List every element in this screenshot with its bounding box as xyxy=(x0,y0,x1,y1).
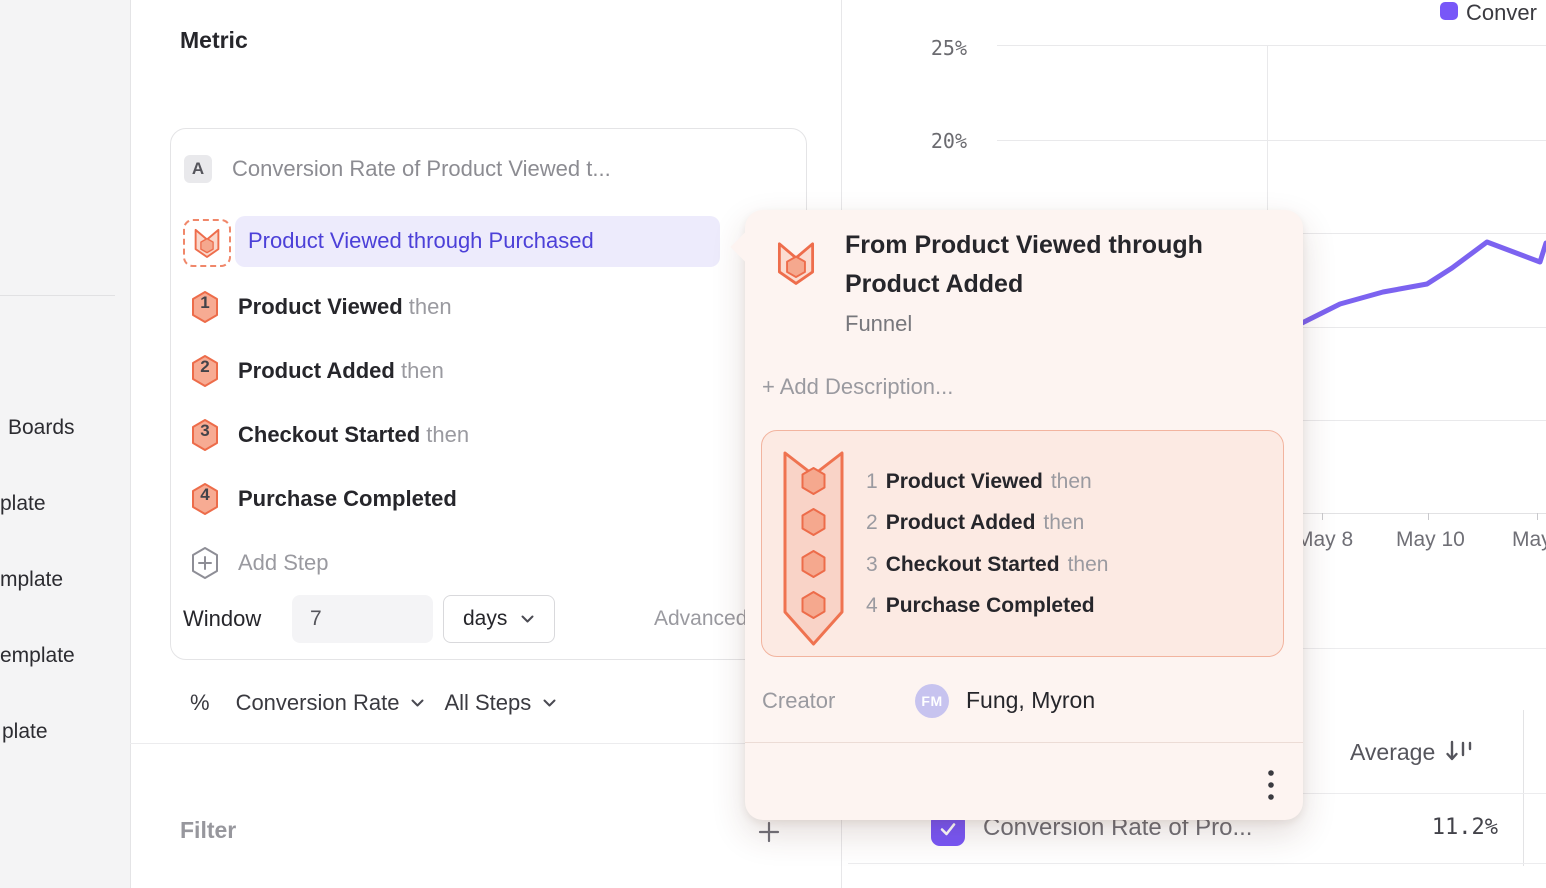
window-unit-select[interactable]: days xyxy=(443,595,555,643)
popover-divider xyxy=(745,742,1303,743)
step-connector: then xyxy=(408,294,452,319)
add-step-label: Add Step xyxy=(238,550,329,575)
x-axis-tickmark xyxy=(1428,513,1429,520)
x-axis-label-may10: May 10 xyxy=(1396,528,1465,551)
funnel-icon xyxy=(183,219,231,267)
average-header-label: Average xyxy=(1350,738,1436,765)
creator-label: Creator xyxy=(762,688,836,713)
add-step-icon xyxy=(190,546,220,580)
legend-label[interactable]: Conver xyxy=(1466,0,1537,25)
gridline xyxy=(997,140,1546,141)
funnel-glyph xyxy=(194,228,220,258)
popover-subtitle: Funnel xyxy=(845,311,913,336)
conversion-line xyxy=(1293,239,1546,329)
average-column-header[interactable]: Average xyxy=(1350,738,1475,766)
selected-event-highlight[interactable] xyxy=(235,216,720,267)
popover-step-1: 1 Product Viewed then xyxy=(866,470,1092,493)
add-step-button[interactable]: Add Step xyxy=(190,546,790,580)
step-number-badge: 2 xyxy=(190,354,220,388)
chevron-down-icon[interactable] xyxy=(411,699,424,707)
funnel-step-1[interactable]: 1 Product Viewed then xyxy=(190,290,790,324)
measured-as-row: % Conversion Rate All Steps xyxy=(190,689,556,717)
step-number-badge: 4 xyxy=(190,482,220,516)
measure-steps-dropdown[interactable]: All Steps xyxy=(444,690,532,715)
popover-title: From Product Viewed through Product Adde… xyxy=(845,231,1203,298)
percent-symbol: % xyxy=(190,690,210,715)
y-axis-tick-25: 25% xyxy=(930,36,967,60)
step-connector: then xyxy=(426,422,470,447)
sidebar-item-template-4[interactable]: plate xyxy=(2,720,48,743)
legend-swatch xyxy=(1440,2,1458,20)
table-row-border xyxy=(848,863,1546,864)
gridline xyxy=(997,45,1546,46)
add-description-link[interactable]: + Add Description... xyxy=(762,374,954,399)
sidebar-divider xyxy=(0,295,115,296)
kebab-menu-icon xyxy=(1268,770,1274,800)
funnel-icon-large xyxy=(775,240,817,291)
more-options-button[interactable] xyxy=(1251,760,1291,812)
funnel-banner-graphic xyxy=(783,451,844,646)
funnel-step-2[interactable]: 2 Product Added then xyxy=(190,354,790,388)
sidebar-item-template-1[interactable]: plate xyxy=(0,492,46,515)
checkmark-icon xyxy=(940,823,956,836)
window-unit-value: days xyxy=(463,607,508,630)
window-value-input[interactable]: 7 xyxy=(292,595,433,643)
funnel-step-3[interactable]: 3 Checkout Started then xyxy=(190,418,790,452)
plus-icon xyxy=(758,821,780,843)
filter-section-title: Filter xyxy=(180,817,237,843)
add-filter-button[interactable] xyxy=(756,819,782,850)
metric-badge-a: A xyxy=(184,155,212,183)
conversion-line-chart[interactable] xyxy=(0,0,1546,648)
step-name: Product Viewed xyxy=(238,294,403,319)
x-axis-label-may8: May 8 xyxy=(1296,528,1354,551)
step-number-badge: 1 xyxy=(190,290,220,324)
measure-type-dropdown[interactable]: Conversion Rate xyxy=(235,690,400,715)
step-name: Checkout Started xyxy=(238,422,421,447)
section-divider xyxy=(130,743,841,744)
step-name: Product Added xyxy=(238,358,395,383)
selected-event-label[interactable]: Product Viewed through Purchased xyxy=(248,228,594,253)
y-axis-tick-20: 20% xyxy=(930,129,967,153)
x-axis-tickmark xyxy=(1322,513,1323,520)
metric-section-title: Metric xyxy=(180,27,248,53)
creator-name: Fung, Myron xyxy=(966,687,1096,713)
sidebar-item-boards[interactable]: Boards xyxy=(8,416,75,439)
sidebar: Boards plate mplate emplate plate xyxy=(0,0,131,888)
advanced-link[interactable]: Advanced xyxy=(654,607,748,630)
funnel-steps-preview: 1 Product Viewed then 2 Product Added then 3… xyxy=(761,430,1284,657)
step-connector: then xyxy=(400,358,444,383)
metric-name[interactable]: Conversion Rate of Product Viewed t... xyxy=(232,156,611,181)
popover-step-4: 4 Purchase Completed xyxy=(866,594,1095,617)
chevron-down-icon xyxy=(521,615,534,623)
table-row-average: 11.2% xyxy=(1431,815,1498,840)
popover-step-2: 2 Product Added then xyxy=(866,511,1085,534)
table-column-divider xyxy=(1523,710,1524,866)
x-axis-label-may12: May xyxy=(1512,528,1546,551)
x-axis-tickmark xyxy=(1537,513,1538,520)
sidebar-item-template-2[interactable]: mplate xyxy=(0,568,64,591)
sort-descending-icon[interactable] xyxy=(1445,739,1475,765)
step-number-badge: 3 xyxy=(190,418,220,452)
window-label: Window xyxy=(183,606,262,631)
popover-step-3: 3 Checkout Started then xyxy=(866,553,1109,576)
funnel-details-popover: From Product Viewed through Product Adde… xyxy=(730,210,1303,820)
step-name: Purchase Completed xyxy=(238,486,457,511)
chevron-down-icon[interactable] xyxy=(543,699,556,707)
sidebar-item-template-3[interactable]: emplate xyxy=(0,644,75,667)
creator-avatar: FM xyxy=(915,684,949,718)
funnel-step-4[interactable]: 4 Purchase Completed xyxy=(190,482,790,516)
